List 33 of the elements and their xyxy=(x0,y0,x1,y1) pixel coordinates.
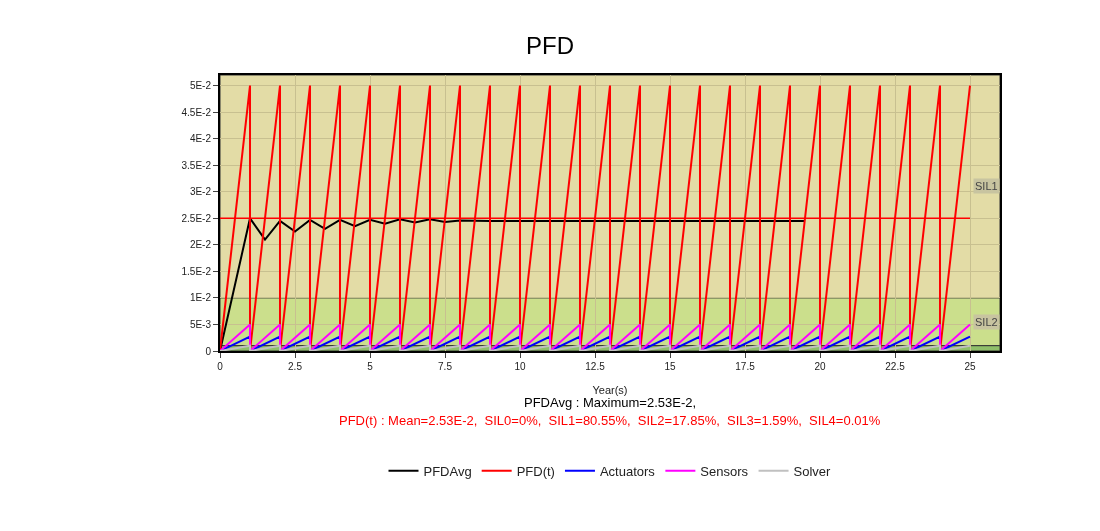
y-tick-label: 0 xyxy=(205,345,212,357)
legend-label: PFD(t) xyxy=(516,463,555,479)
x-tick-label: 5 xyxy=(367,361,374,372)
x-tick-label: 17.5 xyxy=(735,361,756,372)
x-tick-label: 10 xyxy=(514,361,526,372)
y-tick-label: 4.5E-2 xyxy=(181,106,212,118)
y-tick-label: 1.5E-2 xyxy=(181,265,212,277)
x-tick-label: 7.5 xyxy=(438,361,453,372)
x-tick-label: 20 xyxy=(814,361,826,372)
legend-label: Solver xyxy=(793,463,832,479)
x-tick-label: 12.5 xyxy=(585,361,606,372)
x-tick-label: 0 xyxy=(217,361,224,372)
x-tick-label: 25 xyxy=(964,361,976,372)
x-tick-label: 2.5 xyxy=(288,361,303,372)
y-tick-label: 5E-2 xyxy=(189,80,212,92)
y-tick-label: 2.5E-2 xyxy=(181,212,212,224)
band-label: SIL2 xyxy=(975,316,998,328)
text: PFDAvg : Maximum=2.53E-2, xyxy=(524,395,697,410)
legend-label: Actuators xyxy=(599,463,656,479)
y-tick-label: 3.5E-2 xyxy=(181,159,212,171)
band-label: SIL1 xyxy=(975,180,998,192)
text: PFD(t) : Mean=2.53E-2, SIL0=0%, SIL1=80.55%, SIL2=17.85%, SIL3=1.59%, SIL4=0.01% xyxy=(339,413,881,428)
y-tick-label: 3E-2 xyxy=(189,186,212,198)
chart-title: PFD xyxy=(526,31,574,59)
x-axis-title: Year(s) xyxy=(592,383,628,396)
y-tick-label: 5E-3 xyxy=(189,318,212,330)
x-tick-label: 15 xyxy=(664,361,676,372)
y-tick-label: 1E-2 xyxy=(189,292,212,304)
legend-label: Sensors xyxy=(700,463,749,479)
legend-label: PFDAvg xyxy=(423,463,472,479)
y-tick-label: 4E-2 xyxy=(189,133,212,145)
x-tick-label: 22.5 xyxy=(885,361,906,372)
y-tick-label: 2E-2 xyxy=(189,239,212,251)
